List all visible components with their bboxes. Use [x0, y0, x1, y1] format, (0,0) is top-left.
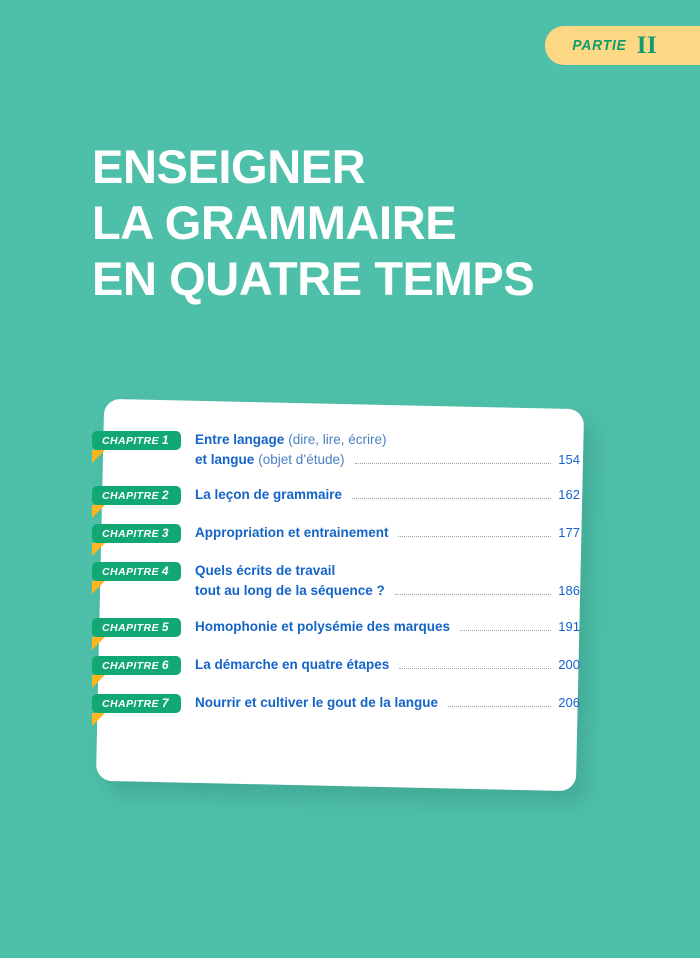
chapter-tab-body: CHAPITRE 1 — [92, 431, 181, 450]
page-title-line-3: EN QUATRE TEMPS — [92, 252, 535, 306]
toc-entry[interactable]: CHAPITRE 7 Nourrir et cultiver le gout de … — [92, 693, 580, 726]
chapter-tab-body: CHAPITRE 4 — [92, 562, 181, 582]
chapter-tab: CHAPITRE 2 — [92, 486, 181, 519]
dot-leader — [398, 536, 552, 538]
chapter-tab-body: CHAPITRE 3 — [92, 524, 181, 544]
chapter-tab-label: CHAPITRE — [102, 435, 159, 447]
chapter-tab-label: CHAPITRE — [102, 528, 159, 541]
chapter-entry-line: Appropriation et entrainement 177 — [195, 523, 580, 543]
chapter-page-number: 200 — [558, 656, 580, 672]
chapter-tab-fold-icon — [92, 712, 105, 726]
toc-entry[interactable]: CHAPITRE 6 La démarche en quatre étapes 200 — [92, 655, 580, 688]
chapter-tab-fold-icon — [92, 450, 105, 463]
chapter-tab-number: 3 — [161, 526, 169, 541]
chapter-tab: CHAPITRE 4 — [92, 562, 181, 595]
chapter-entry-line: La leçon de grammaire 162 — [195, 485, 580, 505]
chapter-tab-fold-icon — [92, 505, 105, 519]
chapter-tab-number: 5 — [161, 619, 169, 634]
chapter-page-number: 191 — [558, 618, 580, 634]
chapter-page-number: 162 — [558, 487, 580, 503]
chapter-entry-title: Entre langage — [194, 432, 285, 447]
chapter-tab-number: 1 — [161, 433, 169, 447]
chapter-tab-number: 7 — [161, 695, 169, 710]
toc-entry[interactable]: CHAPITRE 4 Quels écrits de travail tout au … — [92, 561, 580, 600]
table-of-contents: CHAPITRE 1 Entre langage (dire, lire, écrir… — [92, 398, 585, 792]
chapter-entry-line: Entre langage (dire, lire, écrire) — [195, 430, 580, 450]
dot-leader — [448, 705, 552, 707]
dot-leader — [460, 629, 552, 631]
chapter-tab-body: CHAPITRE 5 — [92, 617, 181, 637]
chapter-entry: La démarche en quatre étapes 200 — [195, 655, 580, 675]
chapter-entry-title: Homophonie et polysémie des marques — [194, 618, 451, 634]
chapter-page-number: 186 — [558, 582, 580, 598]
part-badge: PARTIE II — [545, 26, 700, 65]
chapter-entry-title: Quels écrits de travail — [194, 563, 336, 579]
chapter-tab-fold-icon — [92, 581, 105, 595]
chapter-entry-subtitle: (objet d’étude) — [258, 451, 345, 467]
toc-entry[interactable]: CHAPITRE 5 Homophonie et polysémie des mar… — [92, 617, 580, 650]
toc-entry[interactable]: CHAPITRE 3 Appropriation et entrainement 17… — [92, 523, 580, 557]
page-title-line-1: ENSEIGNER — [92, 140, 366, 194]
dot-leader — [399, 667, 552, 669]
toc-entry[interactable]: CHAPITRE 2 La leçon de grammaire 162 — [92, 485, 580, 519]
chapter-entry: Nourrir et cultiver le gout de la langue… — [195, 693, 580, 713]
chapter-page-number: 206 — [558, 694, 580, 710]
chapter-entry: La leçon de grammaire 162 — [195, 485, 580, 505]
chapter-tab-body: CHAPITRE 7 — [92, 693, 181, 713]
part-badge-label: PARTIE — [572, 37, 627, 54]
toc-entry[interactable]: CHAPITRE 1 Entre langage (dire, lire, écrir… — [92, 430, 580, 469]
chapter-entry-line: tout au long de la séquence ? 186 — [195, 581, 580, 601]
chapter-tab-fold-icon — [92, 543, 105, 557]
chapter-entry-title: et langue — [194, 451, 255, 467]
page-title: ENSEIGNER LA GRAMMAIRE EN QUATRE TEMPS — [92, 139, 612, 307]
chapter-entry-subtitle: (dire, lire, écrire) — [288, 432, 387, 447]
chapter-entry-line: Homophonie et polysémie des marques 191 — [195, 617, 580, 637]
chapter-tab: CHAPITRE 3 — [92, 524, 181, 557]
chapter-tab-label: CHAPITRE — [102, 697, 159, 710]
part-badge-number: II — [636, 32, 658, 59]
chapter-tab-number: 6 — [161, 657, 169, 672]
chapter-entry: Entre langage (dire, lire, écrire) et lang… — [195, 430, 580, 469]
chapter-tab-label: CHAPITRE — [102, 490, 159, 503]
chapter-entry: Appropriation et entrainement 177 — [195, 523, 580, 543]
chapter-tab-number: 2 — [161, 488, 169, 503]
dot-leader — [352, 498, 552, 500]
chapter-entry-line: Quels écrits de travail — [195, 561, 580, 581]
chapter-entry-line: Nourrir et cultiver le gout de la langue… — [195, 693, 580, 713]
chapter-page-number: 177 — [558, 525, 580, 541]
chapter-entry: Homophonie et polysémie des marques 191 — [195, 617, 580, 637]
chapter-entry: Quels écrits de travail tout au long de l… — [195, 561, 580, 600]
chapter-tab: CHAPITRE 6 — [92, 655, 181, 688]
chapter-tab: CHAPITRE 7 — [92, 693, 181, 726]
chapter-page-number: 154 — [558, 451, 580, 467]
chapter-tab-body: CHAPITRE 2 — [92, 486, 181, 506]
chapter-tab-label: CHAPITRE — [102, 659, 159, 672]
chapter-tab-fold-icon — [92, 636, 105, 650]
chapter-tab: CHAPITRE 1 — [92, 431, 181, 463]
chapter-entry-title: La leçon de grammaire — [194, 487, 343, 503]
chapter-tab-body: CHAPITRE 6 — [92, 655, 181, 675]
chapter-tab-fold-icon — [92, 674, 105, 688]
page-title-line-2: LA GRAMMAIRE — [92, 196, 457, 250]
dot-leader — [354, 462, 552, 464]
chapter-tab-number: 4 — [161, 564, 169, 579]
toc-entry-list: CHAPITRE 1 Entre langage (dire, lire, écrir… — [92, 404, 580, 786]
chapter-entry-title: Nourrir et cultiver le gout de la langue — [194, 694, 438, 710]
chapter-tab: CHAPITRE 5 — [92, 617, 181, 650]
chapter-entry-title: Appropriation et entrainement — [194, 525, 389, 541]
chapter-entry-title: tout au long de la séquence ? — [194, 582, 385, 598]
chapter-entry-title: La démarche en quatre étapes — [194, 656, 390, 672]
chapter-tab-label: CHAPITRE — [102, 566, 159, 579]
chapter-entry-line: et langue (objet d’étude) 154 — [195, 450, 580, 470]
chapter-tab-label: CHAPITRE — [102, 621, 159, 634]
chapter-entry-line: La démarche en quatre étapes 200 — [195, 655, 580, 675]
dot-leader — [394, 593, 552, 595]
